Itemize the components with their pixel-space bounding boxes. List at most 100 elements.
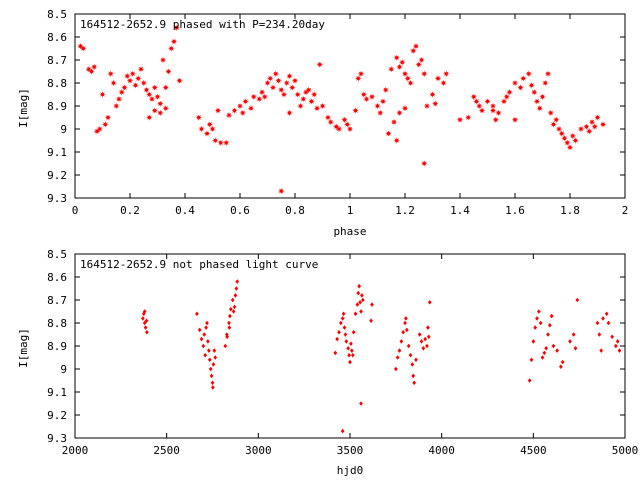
phased-data-point [415,61,422,68]
phased-data-point [412,43,420,50]
unphased-data-point [529,357,534,363]
unphased-data-point [233,293,238,298]
unphased-data-point [204,325,208,330]
phased-data-point [423,102,431,110]
phased-data-point [495,109,502,117]
phased-data-point [269,84,277,91]
unphased-ytick-label: 8.9 [47,340,67,353]
unphased-data-point [601,316,605,321]
unphased-data-point [610,334,615,340]
phased-data-point [492,116,499,123]
phased-data-point [206,121,213,128]
phased-data-point [517,84,524,91]
unphased-data-point [347,352,351,358]
unphased-data-point [350,352,355,358]
unphased-data-point [408,352,413,358]
unphased-data-point [604,311,609,317]
phased-data-point [588,118,596,126]
phased-data-point [214,107,222,114]
phased-ytick-label: 9.3 [47,192,67,205]
unphased-xtick-label: 3000 [245,444,272,457]
unphased-data-point [343,332,348,337]
phased-ytick-label: 8.9 [47,100,67,113]
unphased-data-point [544,346,549,351]
phased-data-point [374,102,381,110]
phased-data-point [506,89,513,96]
phased-data-point [308,98,315,105]
unphased-ytick-label: 8.5 [47,248,67,261]
phased-data-point [286,109,293,117]
phased-xtick-label: 0 [72,204,79,217]
phased-points [77,24,607,195]
phased-data-point [531,89,538,96]
phased-data-point [407,79,414,87]
phased-data-point [357,70,365,77]
phased-data-point [198,125,205,133]
phased-data-point [360,91,367,98]
phased-data-point [242,98,249,105]
unphased-data-point [406,343,411,349]
unphased-data-point [337,329,341,335]
phased-data-point [396,109,403,117]
phased-data-point [283,79,290,87]
unphased-data-point [225,334,230,340]
phased-data-point [102,121,109,128]
unphased-data-point [232,304,237,310]
phased-data-point [341,116,348,123]
phased-data-point [500,98,508,105]
unphased-ytick-label: 9.3 [47,432,67,445]
phased-data-point [401,70,409,77]
phased-data-point [151,84,158,91]
unphased-data-point [401,329,406,335]
unphased-data-point [195,311,199,317]
phased-data-point [572,137,579,144]
phased-data-point [225,112,233,119]
unphased-data-point [213,355,218,360]
unphased-data-point [599,348,604,353]
unphased-data-point [547,323,552,328]
phased-data-point [355,75,362,82]
phased-ytick-label: 9.2 [47,169,67,182]
unphased-data-point [342,325,347,330]
unphased-data-point [202,332,207,337]
phased-data-point [267,75,274,82]
unphased-data-point [356,290,361,296]
unphased-ytick-label: 9.2 [47,409,67,422]
phased-data-point [316,61,323,68]
unphased-data-point [606,320,611,326]
phased-data-point [520,75,527,82]
unphased-data-point [573,346,578,351]
phased-data-point [231,107,238,114]
phased-data-point [291,77,299,84]
unphased-data-point [206,339,210,344]
unphased-xlabel: hjd0 [337,464,364,477]
phased-data-point [203,130,211,137]
unphased-data-point [417,332,422,337]
phased-data-point [115,95,123,103]
unphased-data-point [412,380,417,386]
unphased-data-point [540,355,545,360]
unphased-data-point [351,329,356,335]
phased-data-point [157,109,164,117]
unphased-ytick-label: 8.8 [47,317,67,330]
phased-ytick-label: 9.1 [47,146,67,159]
phased-data-point [324,114,332,121]
phased-data-point [124,72,131,80]
phased-data-point [404,75,411,82]
unphased-data-point [227,320,231,326]
phased-data-point [456,116,464,123]
phased-data-point [173,24,180,31]
unphased-data-point [197,327,202,333]
unphased-data-point [199,336,204,342]
unphased-data-point [357,283,362,289]
phased-data-point [121,84,128,91]
unphased-xtick-label: 4500 [520,444,547,457]
phased-data-point [275,77,282,84]
phased-data-point [377,109,384,117]
unphased-data-point [201,343,206,349]
phased-ytick-label: 8.7 [47,54,67,67]
phased-data-point [577,125,585,133]
phased-data-point [289,84,296,91]
phased-data-point [434,75,442,82]
phased-xtick-label: 1.2 [395,204,415,217]
